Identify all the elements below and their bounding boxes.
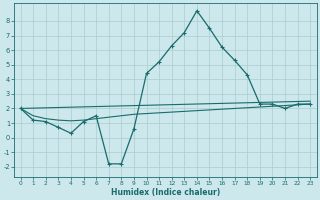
X-axis label: Humidex (Indice chaleur): Humidex (Indice chaleur) bbox=[111, 188, 220, 197]
